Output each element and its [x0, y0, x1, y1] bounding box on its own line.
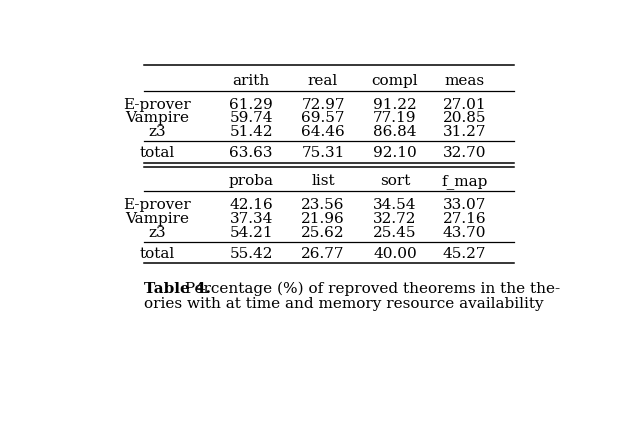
Text: E-prover: E-prover — [123, 198, 191, 212]
Text: compl: compl — [372, 74, 419, 88]
Text: 27.16: 27.16 — [443, 212, 486, 226]
Text: 31.27: 31.27 — [443, 125, 486, 139]
Text: 72.97: 72.97 — [301, 98, 345, 112]
Text: 32.72: 32.72 — [373, 212, 417, 226]
Text: f_map: f_map — [441, 174, 488, 189]
Text: sort: sort — [380, 174, 410, 189]
Text: 23.56: 23.56 — [301, 198, 345, 212]
Text: 77.19: 77.19 — [373, 112, 417, 126]
Text: real: real — [308, 74, 338, 88]
Text: 20.85: 20.85 — [443, 112, 486, 126]
Text: meas: meas — [444, 74, 484, 88]
Text: Table 4.: Table 4. — [145, 282, 211, 296]
Text: 25.45: 25.45 — [373, 226, 417, 240]
Text: list: list — [311, 174, 335, 189]
Text: E-prover: E-prover — [123, 98, 191, 112]
Text: 92.10: 92.10 — [373, 146, 417, 160]
Text: 21.96: 21.96 — [301, 212, 345, 226]
Text: 86.84: 86.84 — [373, 125, 417, 139]
Text: 75.31: 75.31 — [301, 146, 345, 160]
Text: 91.22: 91.22 — [373, 98, 417, 112]
Text: Vampire: Vampire — [125, 212, 189, 226]
Text: 42.16: 42.16 — [229, 198, 273, 212]
Text: z3: z3 — [148, 125, 166, 139]
Text: 63.63: 63.63 — [229, 146, 273, 160]
Text: arith: arith — [232, 74, 269, 88]
Text: 37.34: 37.34 — [229, 212, 273, 226]
Text: ories with at time and memory resource availability: ories with at time and memory resource a… — [145, 297, 544, 311]
Text: Percentage (%) of reproved theorems in the the-: Percentage (%) of reproved theorems in t… — [180, 282, 560, 296]
Text: 64.46: 64.46 — [301, 125, 345, 139]
Text: 25.62: 25.62 — [301, 226, 345, 240]
Text: 51.42: 51.42 — [229, 125, 273, 139]
Text: 40.00: 40.00 — [373, 247, 417, 261]
Text: 34.54: 34.54 — [373, 198, 417, 212]
Text: 54.21: 54.21 — [229, 226, 273, 240]
Text: 27.01: 27.01 — [443, 98, 486, 112]
Text: 69.57: 69.57 — [301, 112, 345, 126]
Text: Vampire: Vampire — [125, 112, 189, 126]
Text: 55.42: 55.42 — [229, 247, 273, 261]
Text: 26.77: 26.77 — [301, 247, 345, 261]
Text: 61.29: 61.29 — [229, 98, 273, 112]
Text: total: total — [140, 146, 175, 160]
Text: total: total — [140, 247, 175, 261]
Text: 59.74: 59.74 — [229, 112, 273, 126]
Text: proba: proba — [228, 174, 274, 189]
Text: 33.07: 33.07 — [443, 198, 486, 212]
Text: 32.70: 32.70 — [443, 146, 486, 160]
Text: 45.27: 45.27 — [443, 247, 486, 261]
Text: 43.70: 43.70 — [443, 226, 486, 240]
Text: z3: z3 — [148, 226, 166, 240]
